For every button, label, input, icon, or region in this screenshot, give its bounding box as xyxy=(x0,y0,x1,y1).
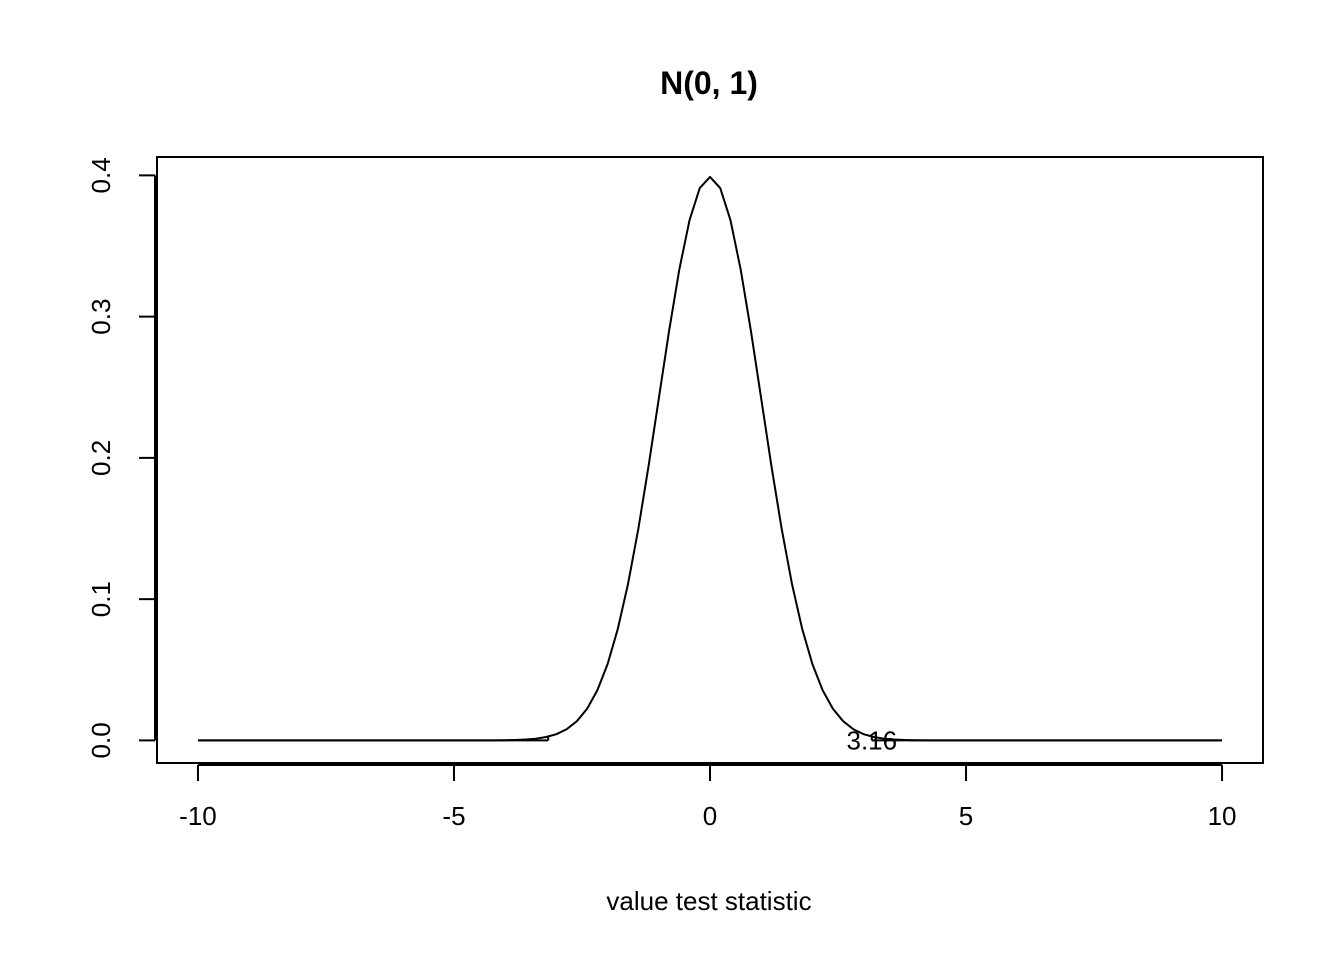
x-tick-label: -5 xyxy=(442,801,465,831)
x-tick-label: 5 xyxy=(959,801,973,831)
plot-frame xyxy=(156,156,1264,764)
y-axis: 0.0 0.1 0.2 0.3 0.4 xyxy=(86,157,156,758)
chart-title: N(0, 1) xyxy=(660,65,758,101)
y-tick-label: 0.1 xyxy=(86,581,116,617)
x-tick-label: -10 xyxy=(179,801,217,831)
y-tick-label: 0.3 xyxy=(86,299,116,335)
critical-value-label: 3.16 xyxy=(846,725,897,755)
y-tick-label: 0.4 xyxy=(86,157,116,193)
x-tick-label: 0 xyxy=(703,801,717,831)
plot-content: 3.16 xyxy=(197,175,1223,755)
y-tick-label: 0.2 xyxy=(86,440,116,476)
x-axis-label: value test statistic xyxy=(606,886,811,916)
density-curve xyxy=(197,175,1223,742)
y-tick-label: 0.0 xyxy=(86,722,116,758)
x-axis: -10 -5 0 5 10 xyxy=(179,764,1237,831)
x-tick-label: 10 xyxy=(1208,801,1237,831)
